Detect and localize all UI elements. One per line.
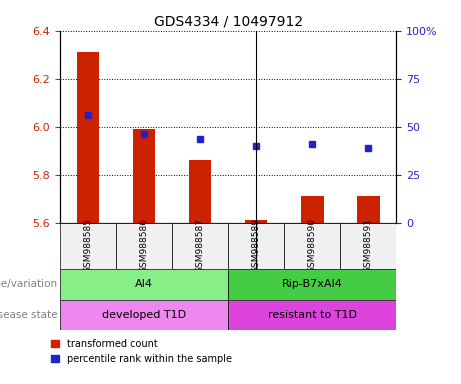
- Text: developed T1D: developed T1D: [102, 310, 186, 320]
- FancyBboxPatch shape: [116, 223, 172, 269]
- FancyBboxPatch shape: [340, 223, 396, 269]
- FancyBboxPatch shape: [60, 223, 116, 269]
- FancyBboxPatch shape: [228, 269, 396, 300]
- FancyBboxPatch shape: [172, 223, 228, 269]
- Text: disease state: disease state: [0, 310, 57, 320]
- Bar: [301, 196, 324, 223]
- Text: GSM988585: GSM988585: [83, 218, 93, 273]
- Text: GSM988590: GSM988590: [308, 218, 317, 273]
- FancyBboxPatch shape: [60, 300, 228, 330]
- Text: GSM988589: GSM988589: [252, 218, 261, 273]
- FancyBboxPatch shape: [60, 269, 228, 300]
- FancyBboxPatch shape: [228, 300, 396, 330]
- Bar: [133, 129, 155, 223]
- Text: AI4: AI4: [135, 279, 153, 289]
- Text: GSM988591: GSM988591: [364, 218, 373, 273]
- Text: resistant to T1D: resistant to T1D: [268, 310, 357, 320]
- FancyBboxPatch shape: [284, 223, 340, 269]
- FancyBboxPatch shape: [228, 223, 284, 269]
- Bar: [357, 196, 379, 223]
- Text: GSM988587: GSM988587: [195, 218, 205, 273]
- Bar: [77, 52, 99, 223]
- Text: genotype/variation: genotype/variation: [0, 279, 57, 289]
- Bar: [245, 220, 267, 223]
- Text: GSM988586: GSM988586: [140, 218, 148, 273]
- Legend: transformed count, percentile rank within the sample: transformed count, percentile rank withi…: [51, 339, 231, 364]
- Bar: [189, 161, 211, 223]
- Text: Rip-B7xAI4: Rip-B7xAI4: [282, 279, 343, 289]
- Title: GDS4334 / 10497912: GDS4334 / 10497912: [154, 14, 303, 28]
